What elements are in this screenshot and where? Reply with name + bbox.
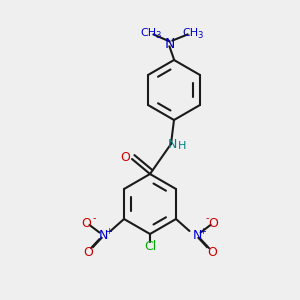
Text: -: - — [206, 213, 209, 223]
Text: O: O — [83, 245, 93, 259]
Text: O: O — [121, 151, 130, 164]
Text: O: O — [82, 217, 92, 230]
Text: N: N — [192, 229, 202, 242]
Text: 3: 3 — [156, 31, 161, 40]
Text: N: N — [164, 37, 175, 50]
Text: 3: 3 — [198, 31, 203, 40]
Text: CH: CH — [140, 28, 157, 38]
Text: N: N — [168, 137, 177, 151]
Text: +: + — [199, 226, 206, 236]
Text: CH: CH — [182, 28, 199, 38]
Text: N: N — [98, 229, 108, 242]
Text: H: H — [178, 141, 187, 152]
Text: -: - — [93, 213, 96, 223]
Text: Cl: Cl — [144, 239, 156, 253]
Text: O: O — [208, 217, 218, 230]
Text: +: + — [105, 226, 112, 236]
Text: O: O — [207, 245, 217, 259]
